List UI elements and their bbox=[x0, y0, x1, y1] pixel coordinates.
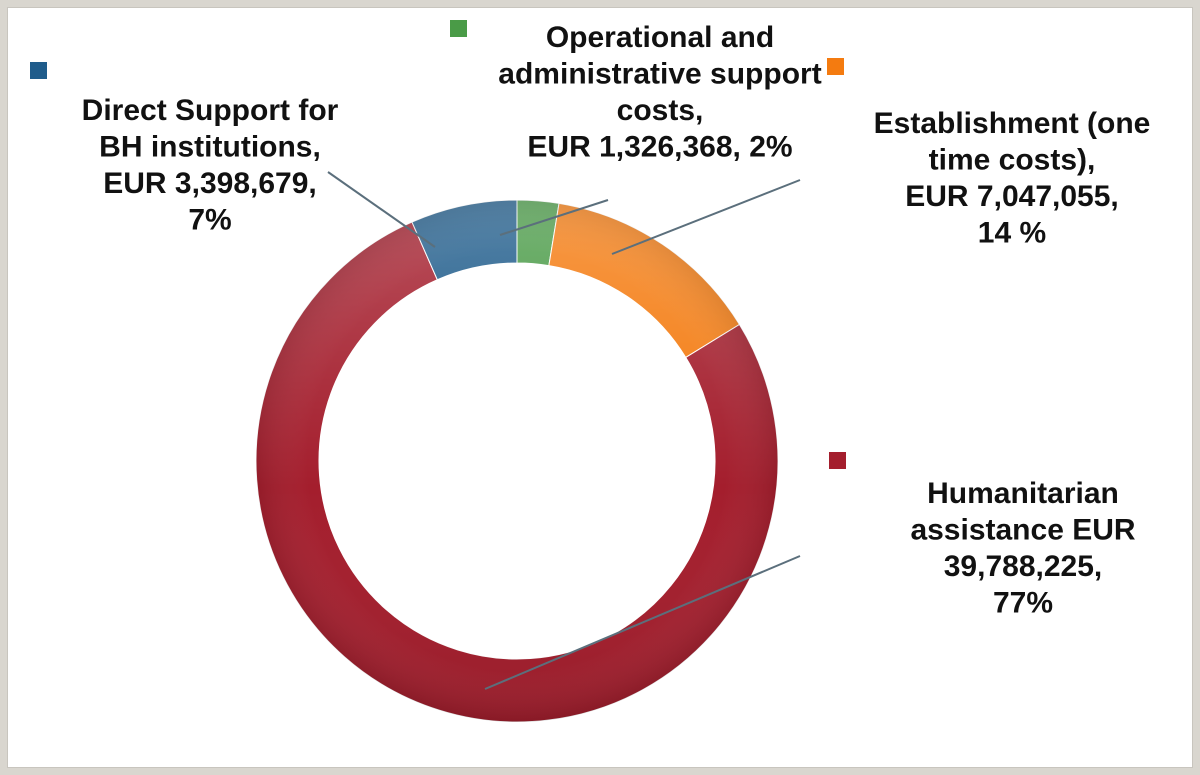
ring-gloss bbox=[255, 200, 778, 722]
legend-marker-establishment bbox=[827, 58, 844, 75]
data-label-line: 14 % bbox=[978, 217, 1046, 250]
data-label-humanitarian-assistance: Humanitarian assistance EUR 39,788,225, 77% bbox=[910, 477, 1135, 620]
data-label-line: Humanitarian bbox=[927, 477, 1119, 510]
data-label-direct-support: Direct Support for BH institutions, EUR 3,… bbox=[82, 94, 339, 237]
leader-line-operational-support bbox=[499, 199, 609, 236]
data-label-line: costs, bbox=[617, 94, 704, 127]
data-label-line: Establishment (one bbox=[874, 107, 1151, 140]
leader-line-direct-support bbox=[327, 171, 436, 248]
legend-marker-operational-support bbox=[450, 20, 467, 37]
data-label-line: EUR 1,326,368, 2% bbox=[527, 131, 792, 164]
data-label-line: 7% bbox=[188, 204, 231, 237]
leader-line-humanitarian-assistance bbox=[484, 555, 801, 690]
legend-marker-direct-support bbox=[30, 62, 47, 79]
legend-marker-humanitarian-assistance bbox=[829, 452, 846, 469]
data-label-line: BH institutions, bbox=[99, 131, 321, 164]
data-label-line: 39,788,225, bbox=[944, 550, 1102, 583]
data-label-line: EUR 3,398,679, bbox=[103, 167, 316, 200]
leader-line-establishment bbox=[611, 179, 801, 255]
data-label-line: 77% bbox=[993, 587, 1053, 620]
data-label-line: time costs), bbox=[929, 144, 1096, 177]
data-label-line: EUR 7,047,055, bbox=[905, 180, 1118, 213]
data-label-line: administrative support bbox=[498, 58, 821, 91]
data-label-establishment: Establishment (one time costs), EUR 7,047,… bbox=[874, 107, 1151, 250]
data-label-line: Operational and bbox=[546, 21, 774, 54]
data-label-operational-support: Operational and administrative support cos… bbox=[498, 21, 821, 164]
data-label-line: assistance EUR bbox=[910, 514, 1135, 547]
data-label-line: Direct Support for bbox=[82, 94, 339, 127]
